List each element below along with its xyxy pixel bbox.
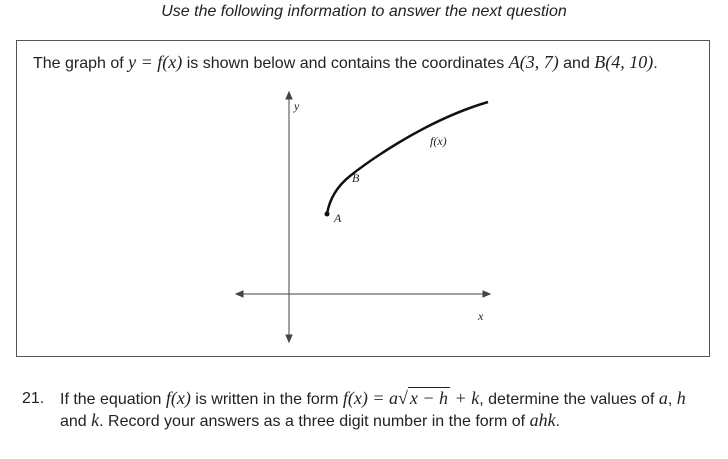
math: a: [658, 388, 668, 408]
math: f(x): [165, 388, 191, 408]
text: ,: [667, 391, 677, 408]
text: .: [653, 55, 658, 72]
text: . Record your answers as a three digit n…: [99, 413, 530, 430]
header: Use the following information to answer …: [161, 3, 567, 20]
question-number: 21.: [22, 390, 45, 407]
math: y = f(x): [128, 52, 183, 72]
arrow: [482, 290, 492, 298]
text: If the equation: [60, 391, 166, 408]
math: k: [91, 410, 100, 430]
text: .: [555, 413, 561, 430]
text: and: [60, 413, 92, 430]
text: and: [558, 55, 595, 72]
point-a: [324, 211, 330, 217]
math: ahk: [529, 410, 556, 430]
info-box: The graph of y = f(x) is shown below and…: [16, 40, 710, 357]
math: B(4, 10): [594, 52, 654, 72]
text: The graph of: [33, 55, 129, 72]
point-a-label: A: [333, 211, 342, 225]
math: A(3, 7): [508, 52, 559, 72]
math: x − h: [407, 387, 451, 408]
math: f(x) = a: [342, 388, 399, 408]
math: + k: [450, 388, 480, 408]
text: is written in the form: [190, 391, 343, 408]
x-label: x: [477, 309, 484, 323]
sqrt: √ x − h: [398, 387, 451, 408]
info-text: The graph of y = f(x) is shown below and…: [33, 51, 693, 75]
y-label: y: [293, 99, 300, 113]
question-text: If the equation f(x) is written in the f…: [60, 387, 700, 432]
text: is shown below and contains the coordina…: [182, 55, 509, 72]
point-b-label: B: [352, 171, 360, 185]
math: h: [676, 388, 686, 408]
arrow: [285, 90, 293, 100]
arrow: [234, 290, 244, 298]
text: , determine the values of: [479, 391, 659, 408]
curve-label: f(x): [430, 134, 447, 148]
arrow: [285, 334, 293, 344]
curve: [325, 100, 489, 215]
